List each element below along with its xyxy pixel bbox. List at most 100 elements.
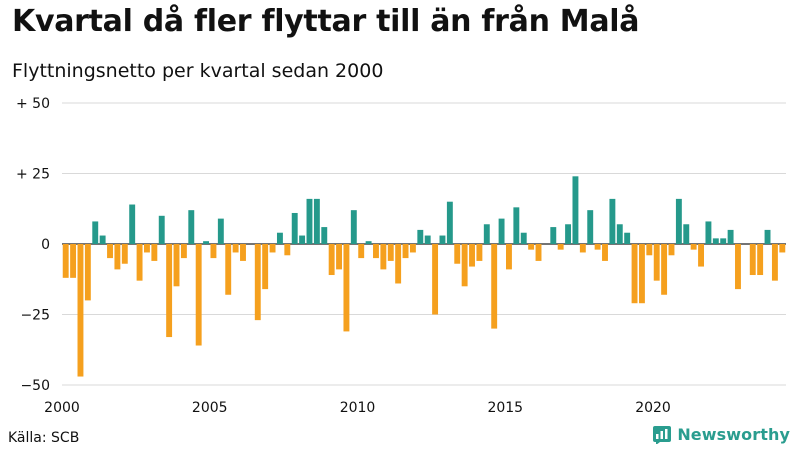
bar-2000-Q1 [62,244,69,278]
bar-2000-Q4 [84,244,91,301]
bar-2009-Q2 [336,244,342,270]
bar-2016-Q3 [550,227,557,244]
chart-title: Kvartal då fler flyttar till än från Mal… [12,4,640,39]
bar-2007-Q4 [291,212,298,244]
bar-2016-Q4 [557,244,564,250]
bar-2015-Q1 [506,244,512,270]
bar-2013-Q1 [446,201,453,244]
bar-2021-Q4 [705,221,712,244]
bar-2015-Q4 [528,244,535,250]
bar-2006-Q4 [262,244,269,290]
bar-2004-Q1 [180,244,187,259]
bar-2009-Q1 [328,244,335,276]
x-tick-label: 2010 [340,400,376,416]
bar-2012-Q1 [417,229,424,244]
bar-2015-Q3 [520,232,527,244]
bar-2007-Q2 [276,232,283,244]
bar-2000-Q3 [77,244,84,377]
bar-2016-Q1 [535,244,542,261]
bar-2007-Q1 [269,244,276,253]
source-note: Källa: SCB [8,430,80,446]
bar-2010-Q3 [373,244,379,259]
bar-2003-Q1 [151,244,158,261]
bar-2014-Q4 [498,218,505,244]
bar-2003-Q2 [158,215,165,244]
bar-2022-Q1 [712,238,719,244]
bar-2011-Q3 [402,244,409,259]
bar-2020-Q3 [668,244,675,256]
bar-2005-Q1 [210,244,217,259]
bar-2022-Q4 [735,244,741,290]
bar-2011-Q4 [409,244,416,253]
bar-2018-Q3 [609,198,616,244]
bar-2001-Q3 [107,244,113,259]
bar-2017-Q3 [579,244,586,253]
bar-2014-Q3 [491,244,498,329]
bar-2012-Q3 [432,244,439,315]
x-axis-ticks: 2000 2005 2010 2015 2020 [44,400,671,416]
bar-2003-Q4 [173,244,180,287]
bar-2002-Q1 [121,244,128,264]
bar-2000-Q2 [70,244,77,278]
x-tick-label: 2015 [487,400,523,416]
chart-subtitle: Flyttningsnetto per kvartal sedan 2000 [12,60,384,82]
bar-2001-Q2 [99,235,106,244]
bar-2004-Q4 [203,241,210,244]
bar-2013-Q4 [469,244,475,267]
bar-2008-Q3 [313,198,320,244]
bar-2018-Q1 [594,244,601,250]
bar-2019-Q3 [638,244,645,304]
bar-2009-Q3 [343,244,350,332]
bar-2020-Q1 [653,244,660,281]
brand-logo: Newsworthy [653,425,790,444]
bar-2009-Q4 [350,210,357,244]
bar-2004-Q2 [188,210,195,244]
bar-2003-Q3 [166,244,173,338]
bar-2004-Q3 [195,244,202,346]
bar-2006-Q1 [240,244,246,261]
bar-2012-Q4 [439,235,446,244]
y-tick-label: + 25 [16,167,50,183]
grid-lines [62,102,786,386]
bar-2002-Q3 [136,244,143,281]
bar-2017-Q2 [572,176,579,244]
bar-2017-Q4 [587,210,594,244]
bar-2008-Q4 [321,227,328,244]
bar-2012-Q2 [424,235,431,244]
bar-2001-Q1 [92,221,99,244]
bar-2005-Q4 [232,244,239,253]
bar-2001-Q4 [114,244,121,270]
bar-2013-Q3 [461,244,468,287]
x-tick-label: 2020 [635,400,671,416]
bar-2014-Q2 [483,224,490,244]
bar-2021-Q3 [698,244,704,267]
newsworthy-logo-icon [653,425,672,444]
bar-2007-Q3 [284,244,291,256]
bar-2011-Q1 [387,244,394,261]
bar-2017-Q1 [565,224,572,244]
bar-2022-Q3 [727,229,734,244]
bars [62,176,786,377]
bar-2018-Q2 [602,244,608,261]
bar-2015-Q2 [513,207,520,244]
bar-2021-Q1 [683,224,690,244]
bar-2010-Q2 [365,241,372,244]
bar-2005-Q3 [225,244,232,295]
y-tick-label: 0 [41,237,50,253]
x-tick-label: 2005 [192,400,228,416]
bar-2008-Q2 [306,198,313,244]
bar-2024-Q2 [779,244,786,253]
y-tick-label: −25 [20,308,50,324]
bar-2022-Q2 [720,238,727,244]
y-tick-label: −50 [20,378,50,394]
bar-2023-Q2 [749,244,756,276]
bar-2002-Q2 [129,204,136,244]
brand-name: Newsworthy [677,425,790,444]
x-tick-label: 2000 [44,400,80,416]
y-axis-ticks: + 50 + 25 0 −25 −50 [16,96,50,394]
bar-2019-Q1 [624,232,631,244]
bar-2006-Q3 [254,244,261,321]
bar-2005-Q2 [217,218,224,244]
bar-2011-Q2 [395,244,402,284]
